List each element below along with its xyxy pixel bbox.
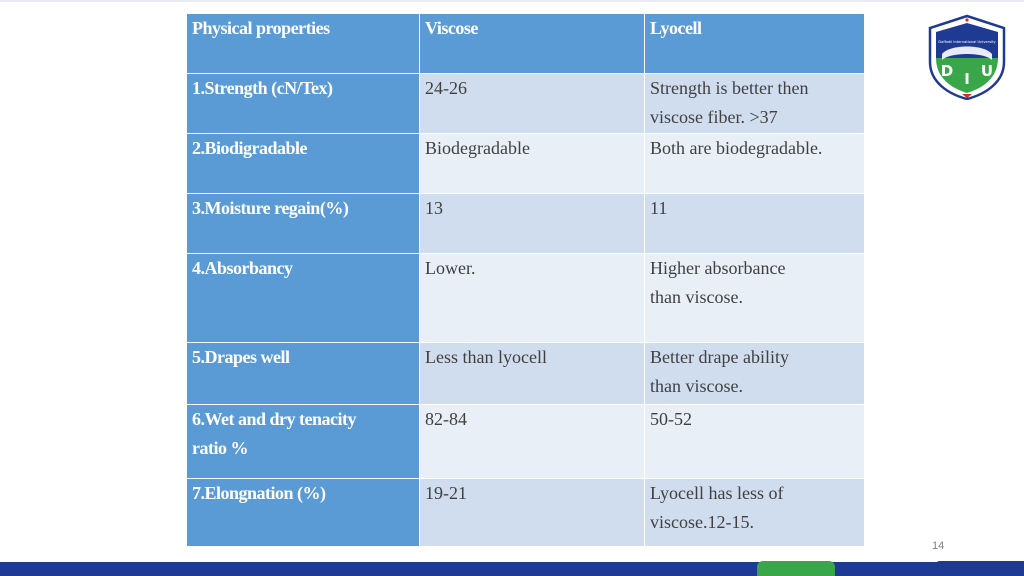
cell-line: Strength is better then: [650, 78, 809, 98]
cell-viscose-biodegradable: Biodegradable: [419, 133, 645, 194]
header-lyocell: Lyocell: [644, 13, 865, 74]
table-row: 5.Drapes well Less than lyocell Better d…: [186, 342, 865, 405]
cell-line: Lyocell has less of: [650, 483, 784, 503]
cell-line: viscose.12-15.: [650, 512, 754, 532]
university-logo: Daffodil International University D I U: [928, 14, 1006, 100]
table-row: 7.Elongnation (%) 19-21 Lyocell has less…: [186, 478, 865, 547]
cell-viscose-elongation: 19-21: [419, 478, 645, 547]
cell-line: than viscose.: [650, 376, 743, 396]
table-row: 1.Strength (cN/Tex) 24-26 Strength is be…: [186, 73, 865, 134]
top-rule: [0, 0, 1024, 2]
cell-viscose-tenacity: 82-84: [419, 404, 645, 479]
row-label-drapes: 5.Drapes well: [186, 342, 420, 405]
table-row: 6.Wet and dry tenacity ratio % 82-84 50-…: [186, 404, 865, 479]
footer-bar: [0, 562, 1024, 576]
footer-green-tab: [757, 561, 835, 576]
row-label-elongation: 7.Elongnation (%): [186, 478, 420, 547]
header-viscose: Viscose: [419, 13, 645, 74]
cell-line: Better drape ability: [650, 347, 789, 367]
cell-viscose-moisture: 13: [419, 193, 645, 254]
cell-line: Higher absorbance: [650, 258, 786, 278]
row-label-tenacity: 6.Wet and dry tenacity ratio %: [186, 404, 420, 479]
properties-table: Physical properties Viscose Lyocell 1.St…: [186, 13, 865, 547]
logo-letter-d: D: [941, 62, 953, 80]
cell-line: than viscose.: [650, 287, 743, 307]
cell-viscose-strength: 24-26: [419, 73, 645, 134]
cell-lyocell-tenacity: 50-52: [644, 404, 865, 479]
cell-line: viscose fiber. >37: [650, 107, 778, 127]
header-physical-properties: Physical properties: [186, 13, 420, 74]
row-label-strength: 1.Strength (cN/Tex): [186, 73, 420, 134]
cell-lyocell-elongation: Lyocell has less of viscose.12-15.: [644, 478, 865, 547]
cell-line: ratio %: [192, 438, 248, 458]
table-row: 2.Biodigradable Biodegradable Both are b…: [186, 133, 865, 194]
footer-blue-tab: [934, 561, 1024, 576]
cell-lyocell-absorbancy: Higher absorbance than viscose.: [644, 253, 865, 343]
logo-ring-text: Daffodil International University: [938, 40, 996, 44]
logo-letter-u: U: [981, 62, 993, 80]
logo-letter-i: I: [964, 70, 970, 88]
table-header-row: Physical properties Viscose Lyocell: [186, 13, 865, 74]
page-number: 14: [932, 540, 945, 552]
cell-viscose-drapes: Less than lyocell: [419, 342, 645, 405]
cell-lyocell-biodegradable: Both are biodegradable.: [644, 133, 865, 194]
cell-viscose-absorbancy: Lower.: [419, 253, 645, 343]
cell-lyocell-strength: Strength is better then viscose fiber. >…: [644, 73, 865, 134]
table-row: 4.Absorbancy Lower. Higher absorbance th…: [186, 253, 865, 343]
cell-lyocell-moisture: 11: [644, 193, 865, 254]
row-label-absorbancy: 4.Absorbancy: [186, 253, 420, 343]
row-label-moisture-regain: 3.Moisture regain(%): [186, 193, 420, 254]
cell-line: 6.Wet and dry tenacity: [192, 409, 357, 429]
row-label-biodegradable: 2.Biodigradable: [186, 133, 420, 194]
cell-lyocell-drapes: Better drape ability than viscose.: [644, 342, 865, 405]
table-row: 3.Moisture regain(%) 13 11: [186, 193, 865, 254]
